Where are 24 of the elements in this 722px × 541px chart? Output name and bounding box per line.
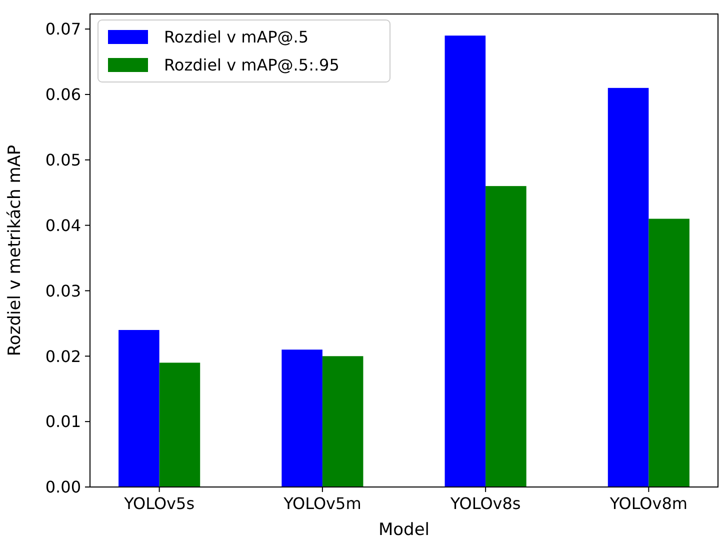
y-axis-title: Rozdiel v metrikách mAP <box>5 144 25 356</box>
bar <box>322 356 364 487</box>
y-tick-label: 0.06 <box>45 85 81 104</box>
y-tick-label: 0.03 <box>45 281 81 300</box>
y-tick-label: 0.01 <box>45 412 81 432</box>
y-tick-label: 0.04 <box>45 216 81 235</box>
bar <box>118 330 160 487</box>
bar <box>159 362 200 487</box>
x-tick-label: YOLOv5s <box>123 494 195 513</box>
bar <box>444 36 486 487</box>
y-tick-label: 0.07 <box>45 20 81 39</box>
y-tick-label: 0.02 <box>45 346 81 366</box>
bar <box>486 186 526 487</box>
x-tick-label: YOLOv8m <box>608 494 688 513</box>
x-axis-title: Model <box>378 520 430 540</box>
x-tick-label: YOLOv8s <box>449 494 521 513</box>
legend-label: Rozdiel v mAP@.5:.95 <box>164 56 340 75</box>
bar <box>282 350 322 487</box>
x-tick-label: YOLOv5m <box>282 494 362 513</box>
y-tick-label: 0.00 <box>45 478 81 497</box>
legend-label: Rozdiel v mAP@.5 <box>164 28 309 47</box>
y-tick-label: 0.05 <box>45 150 81 170</box>
bar <box>648 218 690 487</box>
bar <box>608 88 649 487</box>
